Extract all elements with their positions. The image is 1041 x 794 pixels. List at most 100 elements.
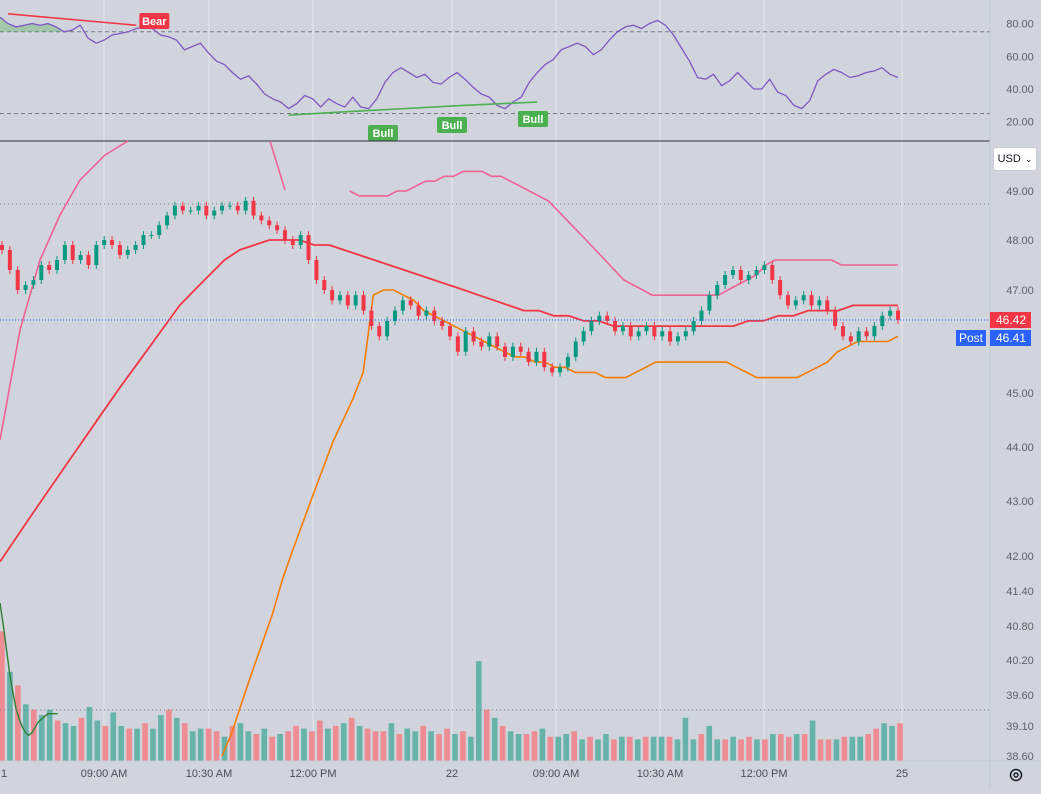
time-tick-label: 12:00 PM [289,768,336,780]
price-tick-label: 45.00 [1006,388,1034,400]
candle [715,281,720,300]
time-tick-label: 09:00 AM [533,768,579,780]
volume-bar [340,723,347,761]
volume-bar [706,725,713,761]
volume-bar [118,725,125,761]
candle [801,291,806,305]
volume-bar [499,725,506,761]
volume-bar [873,728,879,761]
post-label-box [956,330,986,346]
gear-icon[interactable] [1006,765,1026,785]
candle-body [47,265,52,270]
volume-bar [30,709,37,761]
candle [754,266,759,279]
price-tick-label: 49.00 [1006,186,1034,198]
candle [180,201,185,215]
candle-body [628,326,633,337]
candle-body [23,285,28,290]
candle [675,332,680,346]
volume-bar [483,709,490,761]
candle [408,296,413,310]
volume-bar [825,739,832,761]
volume-bar [356,725,363,761]
volume-bar [142,723,148,761]
candle [345,291,350,310]
candle-body [605,315,610,321]
candle-body [125,250,130,255]
bull-divergence-line [288,111,345,116]
candle [636,327,641,341]
middle-band-line [0,239,898,563]
volume-bar [579,739,585,761]
rsi-tick-label: 60.00 [1006,51,1034,63]
price-panel [0,140,990,757]
volume-bar [476,661,482,761]
candle [62,241,67,264]
volume-panel [0,602,903,761]
candle-body [558,367,563,373]
candle-body [581,331,586,342]
candle-body [55,260,60,270]
volume-bar [666,736,673,761]
candle [723,271,728,289]
candle [605,311,610,326]
volume-bar [110,712,117,761]
candle [165,211,170,230]
candle [487,332,492,351]
candle-body [235,205,240,211]
volume-bar [325,728,331,761]
volume-bar [817,739,824,761]
candle-body [825,300,830,311]
candle-body [330,290,335,301]
current-price-tag: 46.42 [990,312,1031,328]
candle [23,281,28,295]
candle-body [212,210,217,216]
candle [39,261,44,284]
candle [157,221,162,240]
volume-bar [452,734,458,761]
volume-bar [229,725,236,761]
candle [896,306,900,324]
candle-body [0,245,4,250]
candle [534,347,539,367]
volume-bar [857,736,864,761]
volume-bar [714,739,721,761]
volume-bar [94,720,101,761]
candle-body [204,205,209,216]
candle-body [102,240,107,245]
candle [550,363,555,377]
bull-divergence-line [464,101,538,107]
candle-body [314,260,319,280]
volume-bar [205,728,212,761]
volume-bar [253,734,260,761]
candle [275,221,280,235]
rsi-tick-label: 40.00 [1006,84,1034,96]
price-tick-label: 48.00 [1006,235,1034,247]
time-tick-label: 12:00 PM [740,768,787,780]
time-tick-label: 10:30 AM [186,768,232,780]
candle-body [180,205,185,211]
candle [290,236,295,249]
candle [542,347,547,372]
volume-bar [46,709,53,761]
time-tick-label: 09:00 AM [81,768,127,780]
candle-body [432,310,437,321]
volume-bar [793,734,800,761]
candle [416,301,421,320]
candle [212,206,217,220]
candle-body [440,320,445,327]
candle-body [196,205,201,211]
volume-bar [7,671,13,761]
candle-body [801,295,806,301]
candle [377,321,382,341]
volume-bar [54,720,61,761]
currency-selector[interactable]: USD ⌄ [993,147,1037,171]
candle-body [840,326,845,337]
bull-divergence-tag-label: Bull [373,128,394,140]
candle-body [848,336,853,342]
candle [400,296,405,315]
bull-divergence-tag: Bull [518,111,548,127]
candle [888,306,893,320]
